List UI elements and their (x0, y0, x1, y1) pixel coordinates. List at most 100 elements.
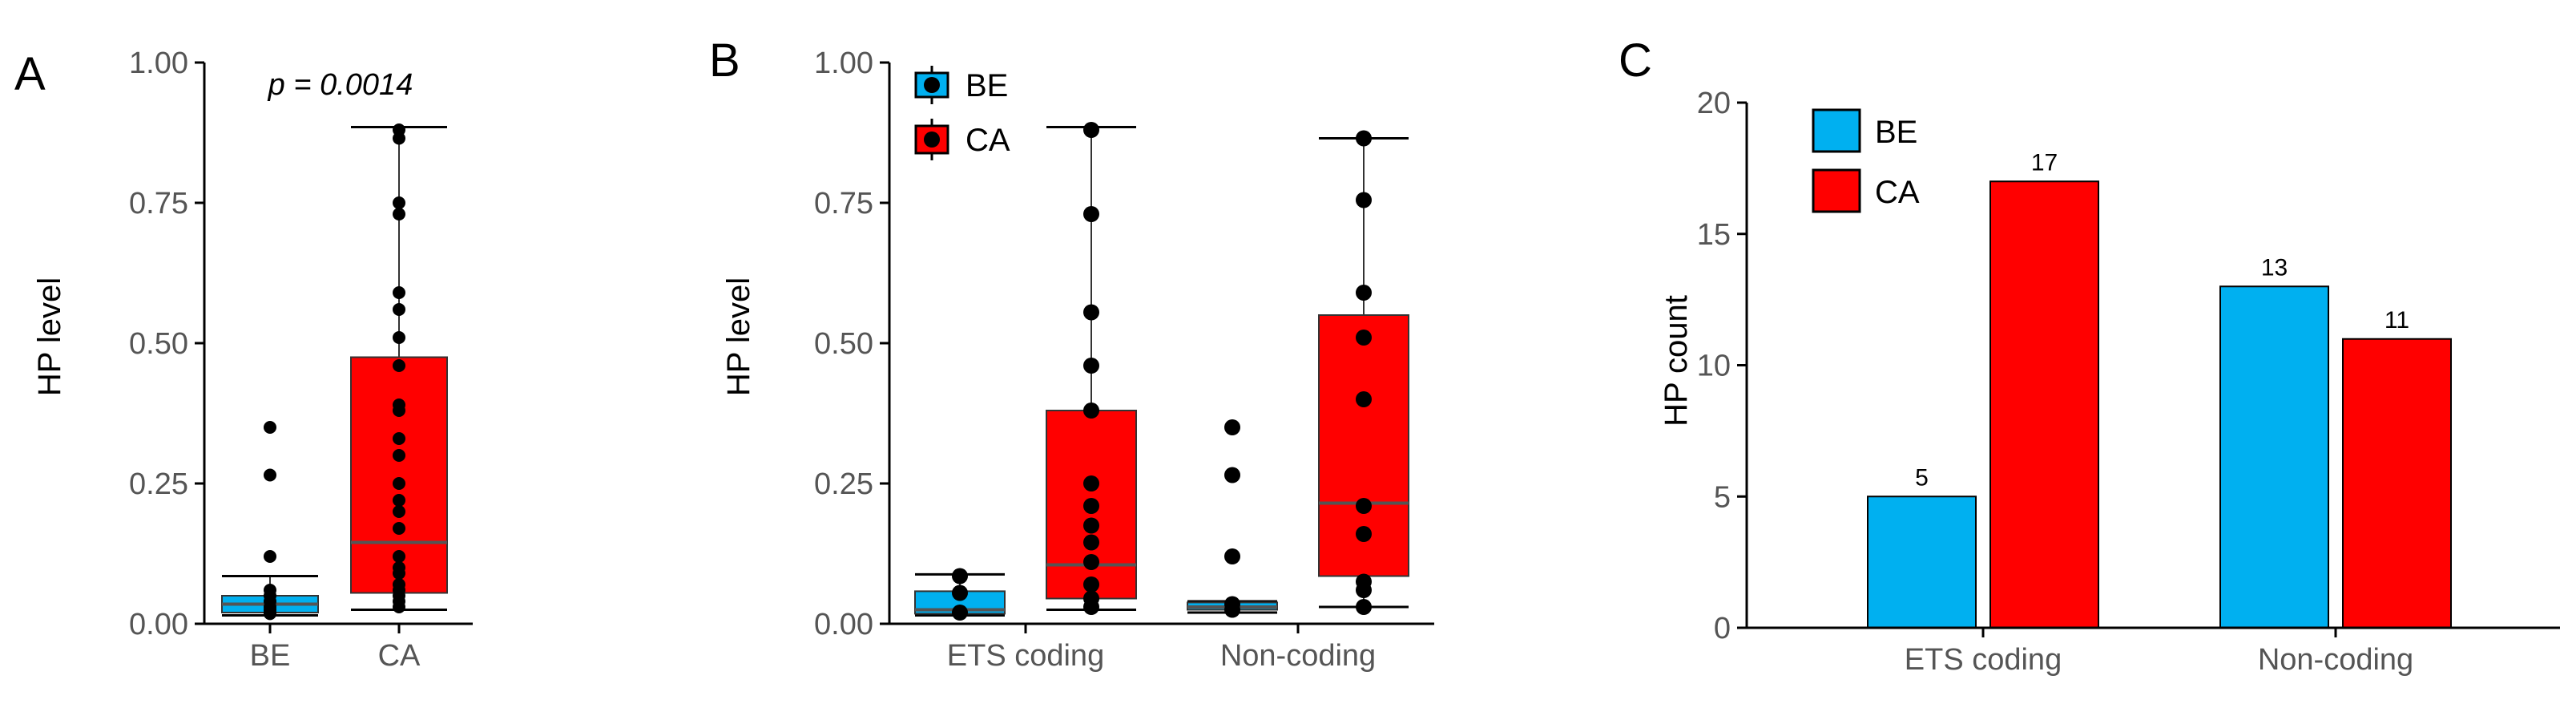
panel-c: C HP count 0 5 10 15 20 ETS coding Non-coding… (1619, 34, 2560, 677)
point-a-ca-15 (393, 522, 405, 535)
point-a-ca-18 (393, 567, 405, 580)
x-tick-label-a-ca: CA (378, 639, 421, 673)
point-a-ca-7 (393, 359, 405, 372)
point-b-ets-coding-ca-7 (1083, 517, 1099, 534)
y-tick-label-c-3: 15 (1697, 218, 1731, 252)
point-a-ca-5 (393, 303, 405, 316)
box-a-ca (350, 123, 448, 613)
legend-swatch-ca-c (1812, 168, 1861, 213)
legend-b: BE CA (914, 66, 1010, 160)
box-b-ets-coding-be (914, 568, 1006, 621)
axes-a (203, 63, 473, 625)
box-b-ets-coding-ca (1046, 122, 1137, 615)
point-b-ets-coding-ca-0 (1083, 122, 1099, 138)
panel-a: A HP level p = 0.0014 0.00 0.25 0.50 0.75 1.… (14, 47, 473, 673)
panel-label-b: B (709, 34, 740, 87)
y-tick-label-b-1: 0.25 (814, 467, 873, 501)
point-b-ets-coding-be-2 (952, 605, 968, 621)
legend-label-ca-b: CA (965, 123, 1010, 158)
axes-b (888, 63, 1434, 625)
legend-label-ca-c: CA (1875, 175, 1920, 210)
point-a-ca-13 (393, 494, 405, 507)
point-a-ca-14 (393, 505, 405, 518)
point-b-ets-coding-ca-1 (1083, 206, 1099, 222)
point-b-non-coding-ca-3 (1356, 330, 1372, 346)
y-tick-label-c-2: 10 (1697, 350, 1731, 383)
point-b-ets-coding-ca-6 (1083, 498, 1099, 514)
panel-b: B HP level 0.00 0.25 0.50 0.75 1.00 ETS codi… (709, 34, 1434, 673)
point-a-be-9 (264, 607, 276, 621)
x-tick-label-c-ets-coding: ETS coding (1905, 643, 2062, 677)
bar-label-c-non-coding-ca: 11 (2385, 307, 2409, 334)
legend-swatch-be-c (1812, 108, 1861, 153)
point-a-ca-16 (393, 550, 405, 563)
y-ticks-a: 0.00 0.25 0.50 0.75 1.00 (129, 47, 204, 641)
x-ticks-a: BE CA (250, 624, 421, 673)
x-ticks-c: ETS coding Non-coding (1905, 628, 2413, 677)
point-b-ets-coding-ca-12 (1083, 599, 1099, 615)
bar-c-non-coding-be (2219, 285, 2329, 629)
y-axis-title-b: HP level (721, 277, 756, 396)
bar-label-c-ets-coding-ca: 17 (2031, 149, 2058, 176)
point-b-ets-coding-ca-5 (1083, 475, 1099, 491)
axes-c (1745, 103, 2560, 629)
point-b-non-coding-ca-4 (1356, 391, 1372, 407)
legend-c: BE CA (1812, 108, 1920, 213)
x-tick-label-b-ets-coding: ETS coding (947, 639, 1104, 673)
y-axis-title-c: HP count (1659, 295, 1694, 427)
point-b-non-coding-ca-0 (1356, 130, 1372, 147)
y-tick-label-a-4: 1.00 (129, 47, 188, 80)
bar-label-c-non-coding-be: 13 (2261, 254, 2288, 281)
point-b-ets-coding-be-0 (952, 568, 968, 584)
point-b-ets-coding-ca-8 (1083, 534, 1099, 551)
point-b-non-coding-be-1 (1224, 467, 1240, 483)
point-a-ca-10 (393, 432, 405, 445)
legend-label-be-c: BE (1875, 115, 1917, 150)
point-a-ca-4 (393, 286, 405, 299)
legend-item-ca-b: CA (914, 119, 1010, 160)
point-a-ca-11 (393, 449, 405, 462)
point-b-non-coding-ca-2 (1356, 285, 1372, 301)
bar-label-c-ets-coding-be: 5 (1915, 464, 1929, 491)
y-tick-label-b-0: 0.00 (814, 608, 873, 641)
y-axis-title-a: HP level (32, 277, 67, 396)
bar-c-ets-coding-ca (1989, 180, 2099, 629)
point-a-be-2 (264, 550, 276, 563)
point-b-ets-coding-ca-4 (1083, 402, 1099, 419)
point-b-ets-coding-ca-10 (1083, 576, 1099, 593)
legend-swatch-dot-ca-b (924, 131, 940, 148)
y-tick-label-c-4: 20 (1697, 87, 1731, 120)
point-a-ca-6 (393, 331, 405, 344)
point-a-ca-3 (393, 208, 405, 220)
legend-item-be-b: BE (914, 66, 1008, 104)
bar-c-non-coding-ca (2342, 338, 2452, 629)
point-a-ca-2 (393, 196, 405, 209)
y-ticks-b: 0.00 0.25 0.50 0.75 1.00 (814, 47, 889, 641)
bar-marks-c: 5 13 17 11 (1867, 149, 2452, 629)
bar-c-ets-coding-be (1867, 496, 1977, 629)
point-a-be-0 (264, 421, 276, 434)
point-b-ets-coding-ca-2 (1083, 304, 1099, 321)
point-b-non-coding-ca-5 (1356, 498, 1372, 514)
panel-label-a: A (14, 48, 46, 100)
p-value-annotation: p = 0.0014 (268, 68, 413, 102)
x-tick-label-b-non-coding: Non-coding (1220, 639, 1376, 673)
x-tick-label-c-non-coding: Non-coding (2258, 643, 2413, 677)
y-tick-label-c-1: 5 (1714, 480, 1731, 514)
point-b-non-coding-be-2 (1224, 548, 1240, 564)
point-b-non-coding-be-4 (1224, 601, 1240, 618)
boxplot-marks-a (221, 123, 448, 621)
legend-swatch-dot-be-b (924, 77, 940, 93)
y-ticks-c: 0 5 10 15 20 (1697, 87, 1747, 645)
point-a-ca-23 (393, 601, 405, 613)
y-tick-label-b-2: 0.50 (814, 327, 873, 361)
legend-label-be-b: BE (965, 68, 1008, 103)
point-b-non-coding-be-0 (1224, 419, 1240, 435)
point-b-non-coding-ca-9 (1356, 599, 1372, 615)
y-tick-label-b-4: 1.00 (814, 47, 873, 80)
point-a-ca-1 (393, 131, 405, 145)
point-b-non-coding-ca-6 (1356, 526, 1372, 542)
y-tick-label-a-0: 0.00 (129, 608, 188, 641)
point-b-ets-coding-ca-3 (1083, 358, 1099, 374)
x-tick-label-a-be: BE (250, 639, 291, 673)
